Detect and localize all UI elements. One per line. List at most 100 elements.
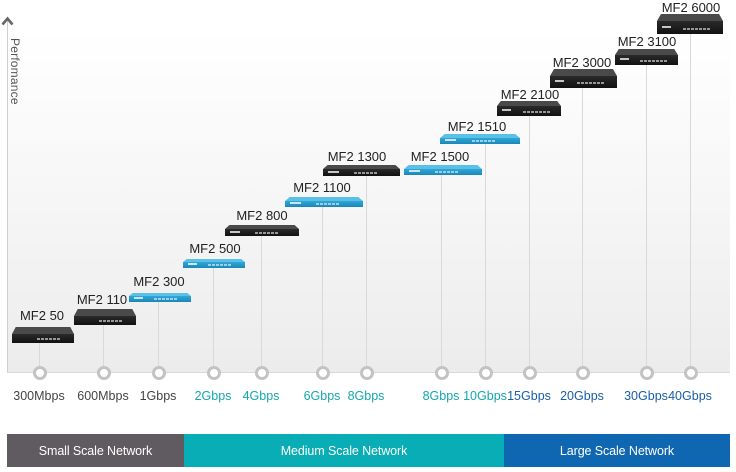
- display-panel-icon: [188, 263, 197, 265]
- port-icon: [526, 111, 530, 113]
- tick-label: 40Gbps: [668, 389, 712, 403]
- appliance-top: [657, 14, 723, 21]
- appliance-top: [550, 69, 617, 76]
- appliance-top: [183, 259, 245, 262]
- appliance-icon: [74, 309, 136, 325]
- tick-label: 20Gbps: [560, 389, 604, 403]
- port-icon: [648, 60, 652, 62]
- port-icon: [492, 140, 495, 142]
- port-icon: [110, 320, 114, 322]
- tick-label: 30Gbps: [624, 389, 668, 403]
- appliance-icon: [404, 165, 482, 175]
- appliance-top: [323, 165, 400, 169]
- tick-marker-icon: [639, 366, 654, 380]
- port-icon: [316, 203, 320, 205]
- port-icon: [580, 82, 584, 84]
- appliance-front: [225, 229, 299, 236]
- drop-line: [39, 343, 40, 372]
- port-icon: [455, 171, 459, 173]
- appliance-top: [225, 225, 299, 229]
- port-icon: [644, 60, 648, 62]
- port-icon: [52, 338, 56, 340]
- port-icon: [207, 264, 211, 266]
- port-icon: [443, 171, 447, 173]
- tick-marker-icon: [478, 366, 493, 380]
- port-icon: [699, 28, 703, 30]
- port-icon: [592, 82, 596, 84]
- appliance-top: [12, 327, 74, 334]
- appliance-icon: [615, 49, 678, 65]
- port-icon: [40, 338, 44, 340]
- device-name: MF2 110: [76, 292, 128, 307]
- device-name: MF2 1500: [410, 149, 470, 164]
- port-icon: [254, 232, 258, 234]
- port-icon: [664, 60, 668, 62]
- port-icon: [44, 338, 48, 340]
- display-panel-icon: [555, 80, 564, 82]
- drop-line: [261, 236, 262, 372]
- port-icon: [173, 298, 177, 300]
- appliance-icon: [497, 101, 561, 116]
- port-icon: [656, 60, 660, 62]
- tick-marker-icon: [683, 366, 698, 380]
- port-icon: [652, 60, 656, 62]
- appliance-icon: [12, 327, 74, 343]
- display-panel-icon: [445, 139, 456, 141]
- drop-line: [103, 325, 104, 372]
- port-icon: [369, 172, 373, 174]
- tick-marker-icon: [434, 366, 449, 380]
- port-icon: [576, 82, 580, 84]
- drop-line: [322, 207, 323, 372]
- appliance-front: [323, 169, 400, 176]
- appliance-front: [657, 21, 723, 34]
- port-icon: [691, 28, 695, 30]
- drop-line: [582, 88, 583, 372]
- appliance-top: [129, 293, 191, 296]
- appliance-icon: [129, 293, 191, 302]
- device-name: MF2 1510: [447, 119, 507, 134]
- display-panel-icon: [230, 231, 240, 233]
- port-icon: [227, 264, 231, 266]
- port-icon: [102, 320, 106, 322]
- port-icon: [522, 111, 526, 113]
- display-panel-icon: [409, 170, 420, 172]
- port-icon: [106, 320, 110, 322]
- port-icon: [215, 264, 219, 266]
- port-icon: [262, 232, 266, 234]
- port-icon: [596, 82, 600, 84]
- device-name: MF2 800: [236, 208, 288, 223]
- port-icon: [266, 232, 270, 234]
- tick-marker-icon: [315, 366, 330, 380]
- device-name: MF2 300: [133, 274, 185, 289]
- drop-line: [485, 144, 486, 372]
- appliance-icon: [657, 14, 723, 34]
- tick-marker-icon: [32, 366, 47, 380]
- port-icon: [270, 232, 274, 234]
- port-icon: [157, 298, 161, 300]
- band-small-scale-network: Small Scale Network: [7, 434, 184, 467]
- band-medium-scale-network: Medium Scale Network: [184, 434, 504, 467]
- port-icon: [600, 82, 604, 84]
- port-icon: [476, 140, 479, 142]
- port-icon: [534, 111, 538, 113]
- drop-line: [529, 116, 530, 372]
- port-icon: [353, 172, 357, 174]
- device-name: MF2 3000: [552, 55, 612, 70]
- port-icon: [472, 140, 475, 142]
- port-icon: [165, 298, 169, 300]
- port-icon: [328, 203, 332, 205]
- band-label: Medium Scale Network: [280, 443, 408, 458]
- port-icon: [640, 60, 644, 62]
- appliance-icon: [440, 134, 520, 144]
- device-name: MF2 500: [189, 241, 241, 256]
- band-large-scale-network: Large Scale Network: [504, 434, 730, 467]
- port-icon: [703, 28, 707, 30]
- port-icon: [48, 338, 52, 340]
- appliance-front: [404, 169, 482, 175]
- tick-label: 4Gbps: [242, 389, 280, 403]
- display-panel-icon: [290, 202, 301, 204]
- port-icon: [480, 140, 483, 142]
- port-icon: [332, 203, 336, 205]
- port-icon: [114, 320, 118, 322]
